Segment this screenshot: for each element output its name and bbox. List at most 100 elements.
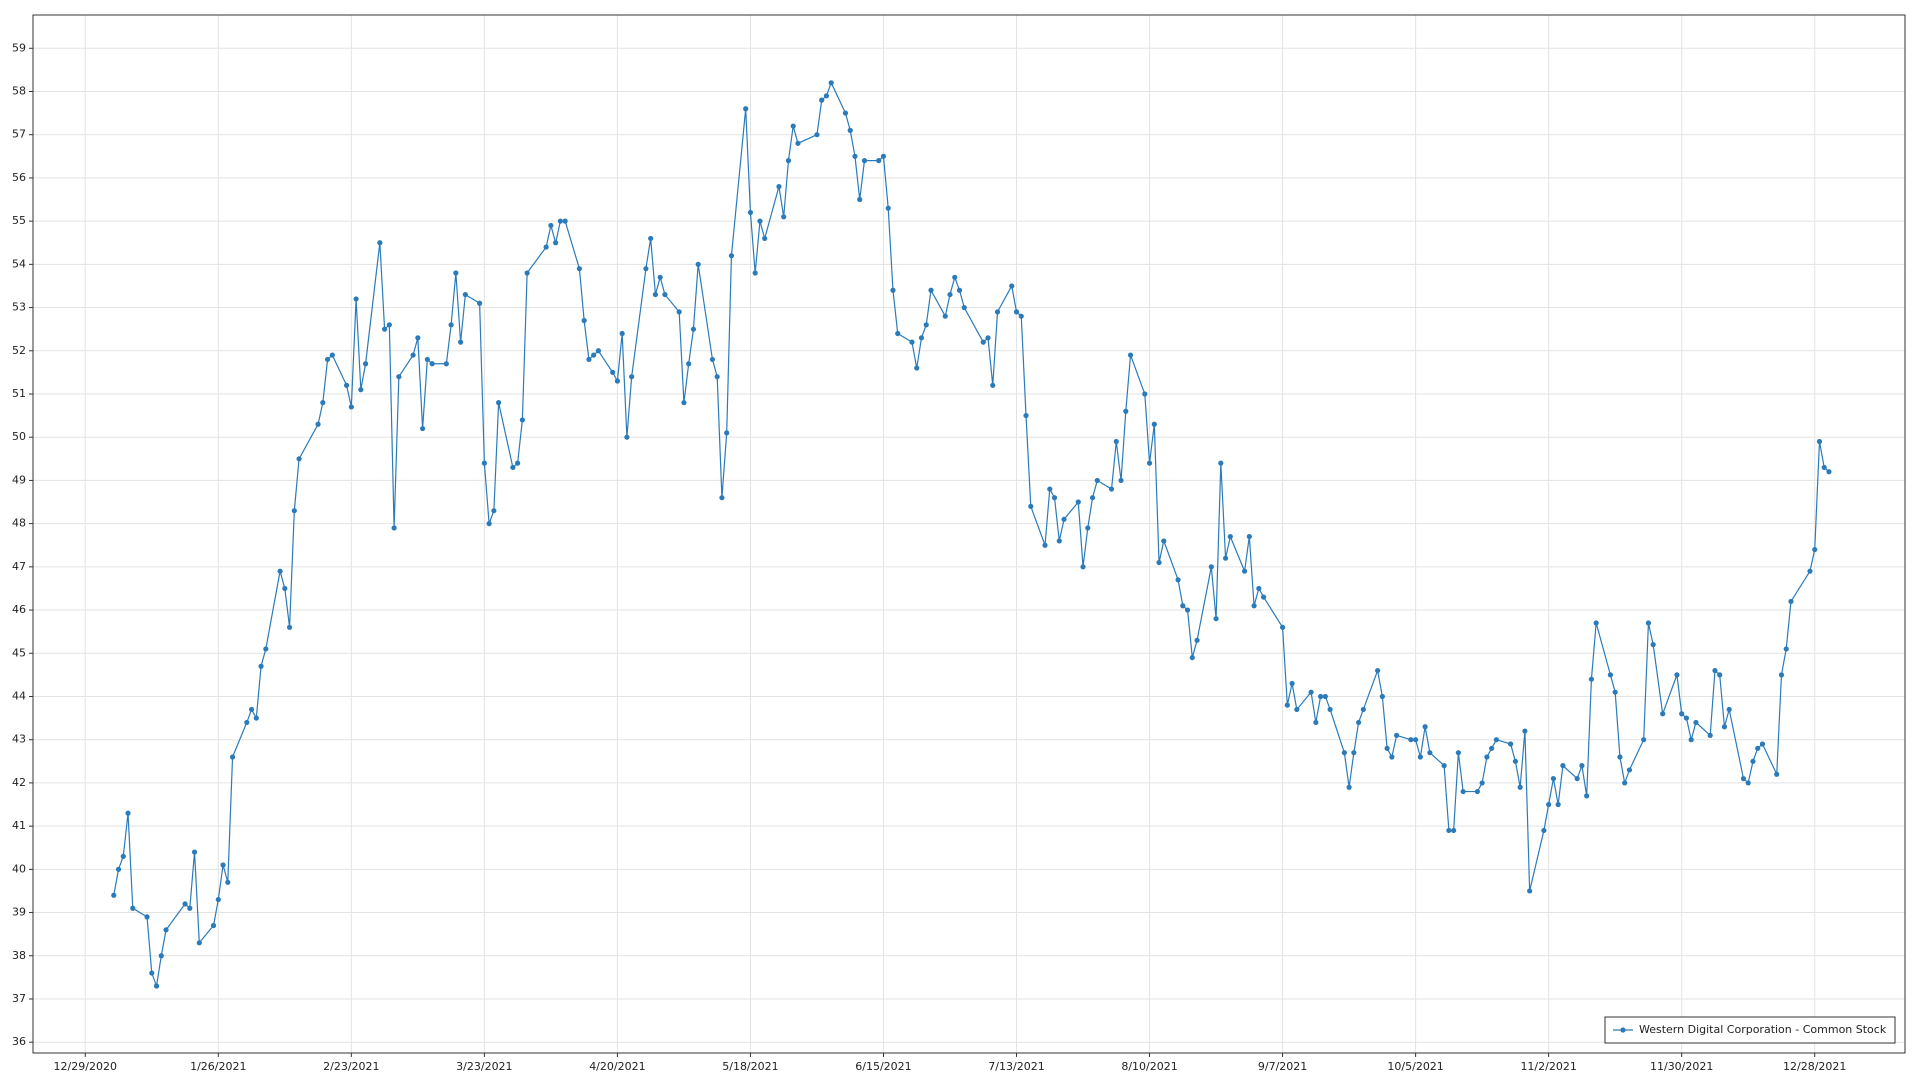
data-point [291,508,297,514]
data-point [619,330,625,337]
y-tick-label: 41 [12,819,26,832]
data-point [1260,594,1267,600]
y-tick-label: 59 [12,41,26,54]
data-point [515,460,521,466]
data-point [1617,754,1623,760]
data-point [1085,525,1091,531]
data-point [353,296,359,302]
data-point [286,624,293,630]
data-point [1508,741,1514,747]
data-point [676,309,682,315]
data-point [130,905,136,911]
data-point [876,158,882,164]
y-tick-label: 52 [12,344,26,357]
y-tick-label: 48 [12,517,26,530]
data-point [1246,533,1252,540]
data-point [1527,888,1533,894]
data-point [823,93,830,99]
data-point [187,905,193,911]
data-point [610,369,616,375]
data-point [158,953,164,959]
data-point [196,940,202,946]
data-point [776,183,782,190]
data-point [377,240,383,246]
data-point [1042,542,1048,548]
data-point [1546,801,1552,808]
y-tick-label: 44 [12,689,26,702]
data-point [1550,775,1557,782]
data-point [410,352,416,358]
data-point [952,274,958,280]
data-point [1607,672,1614,678]
data-point [1707,732,1713,738]
data-point [947,291,953,298]
data-point [481,460,487,466]
data-point [486,521,492,527]
data-point [1688,737,1694,743]
data-point [695,261,701,267]
data-point [320,400,326,406]
legend-label: Western Digital Corporation - Common Sto… [1639,1023,1887,1036]
data-point [1023,412,1029,419]
data-point [1013,309,1020,315]
data-point [1118,477,1124,484]
data-point [1284,702,1290,708]
data-point [928,287,934,293]
data-point [1151,421,1157,427]
data-point [1660,711,1666,717]
y-tick-label: 42 [12,776,26,789]
data-point [785,158,792,164]
data-point [1588,676,1595,682]
data-point [1693,719,1699,726]
data-point [1493,737,1499,743]
data-point [324,356,331,363]
data-point [163,927,169,933]
data-point [1422,724,1428,730]
x-tick-label: 10/5/2021 [1387,1060,1443,1073]
data-point [282,585,288,592]
data-point [885,205,891,211]
data-point [614,378,621,384]
y-tick-label: 37 [12,992,26,1005]
data-point [296,456,302,462]
data-point [1474,788,1480,795]
data-point [1679,711,1685,717]
data-point [1241,568,1248,574]
data-point [1375,667,1381,674]
data-point [1541,827,1547,834]
data-point [149,970,155,976]
data-point [1379,693,1385,700]
data-point [861,158,868,164]
data-point [752,270,758,276]
data-point [1222,555,1229,561]
data-point [1208,564,1214,570]
data-point [1645,620,1652,626]
data-point [1740,775,1747,782]
y-tick-label: 53 [12,301,26,314]
data-point [1446,827,1452,834]
data-point [1807,568,1813,574]
data-point [1194,637,1200,643]
data-point [153,983,160,989]
data-point [890,287,896,293]
data-point [657,274,663,280]
data-point [1826,469,1832,475]
data-point [1218,460,1224,466]
data-point [448,322,454,328]
data-point [1146,460,1153,466]
data-point [1427,750,1433,756]
data-point [842,110,849,116]
data-point [362,361,369,367]
data-point [1560,763,1566,769]
data-point [728,253,735,259]
data-point [852,153,858,159]
data-point [1161,538,1167,544]
data-point [857,196,863,203]
data-point [662,291,668,298]
y-tick-label: 36 [12,1035,26,1048]
data-point [248,706,255,713]
y-tick-label: 54 [12,257,26,270]
data-point [1674,672,1680,678]
data-point [1512,758,1518,764]
data-point [643,266,649,272]
